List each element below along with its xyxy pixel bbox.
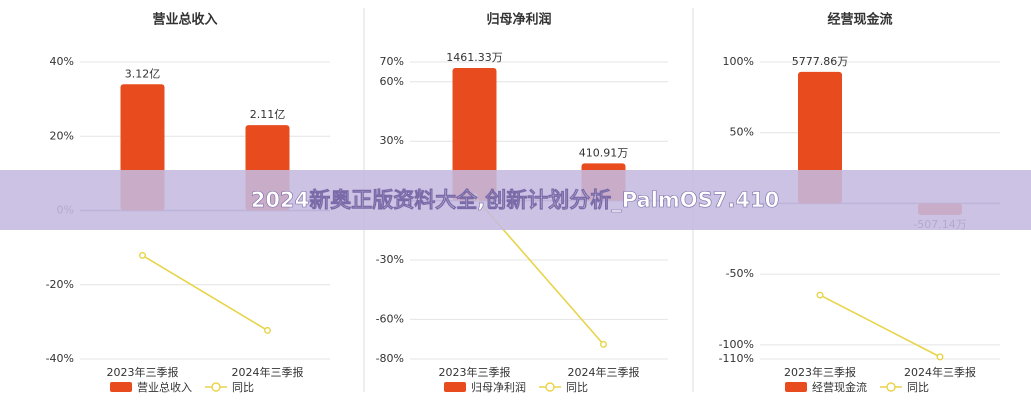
- banner-bg: [0, 170, 1031, 230]
- legend-label: 经营现金流: [812, 380, 867, 394]
- line: [142, 254, 268, 332]
- y-tick-label: -60%: [376, 312, 404, 325]
- line-point: [936, 353, 944, 361]
- x-tick-label: 2023年三季报: [107, 365, 179, 379]
- chart-title: 经营现金流: [827, 12, 892, 28]
- legend-swatch: [444, 382, 466, 392]
- x-tick-label: 2024年三季报: [568, 365, 640, 379]
- legend-label: 营业总收入: [137, 380, 192, 394]
- y-tick-label: 70%: [380, 55, 404, 68]
- chart-title: 营业总收入: [152, 12, 217, 28]
- bar: [452, 67, 497, 201]
- line: [819, 294, 941, 358]
- line-point: [138, 251, 146, 259]
- chart-title: 归母净利润: [486, 12, 551, 28]
- legend-label: 同比: [566, 381, 588, 394]
- y-tick-label: -80%: [376, 352, 404, 365]
- bar-value-label: 410.91万: [579, 146, 629, 159]
- line-point: [264, 326, 272, 334]
- bar-value-label: 3.12亿: [125, 67, 161, 80]
- y-tick-label: 20%: [50, 129, 74, 142]
- x-tick-label: 2024年三季报: [904, 365, 976, 379]
- y-tick-label: 50%: [730, 126, 754, 139]
- x-tick-label: 2023年三季报: [784, 365, 856, 379]
- bar-value-label: 5777.86万: [792, 55, 849, 68]
- bar-value-label: 1461.33万: [446, 51, 503, 64]
- y-tick-label: -30%: [376, 253, 404, 266]
- legend-swatch: [545, 382, 555, 392]
- legend-swatch: [110, 382, 132, 392]
- x-tick-label: 2024年三季报: [232, 365, 304, 379]
- legend-swatch: [886, 382, 896, 392]
- legend-swatch: [211, 382, 221, 392]
- y-tick-label: 40%: [50, 55, 74, 68]
- y-tick-label: 60%: [380, 75, 404, 88]
- y-tick-label: 30%: [380, 134, 404, 147]
- y-tick-label: -50%: [726, 267, 754, 280]
- legend-label: 同比: [907, 381, 929, 394]
- y-tick-label: 100%: [723, 55, 754, 68]
- y-tick-label: -40%: [46, 352, 74, 365]
- y-tick-label: -110%: [719, 352, 754, 365]
- line-point: [816, 291, 824, 299]
- banner-text: 2024新奥正版资料大全,创新计划分析_PalmOS7.410: [251, 188, 779, 212]
- legend-label: 归母净利润: [471, 380, 526, 394]
- x-tick-label: 2023年三季报: [439, 365, 511, 379]
- y-tick-label: -20%: [46, 278, 74, 291]
- legend-label: 同比: [232, 381, 254, 394]
- y-tick-label: -100%: [719, 338, 754, 351]
- line-point: [600, 340, 608, 348]
- legend-swatch: [785, 382, 807, 392]
- bar-value-label: 2.11亿: [250, 108, 286, 121]
